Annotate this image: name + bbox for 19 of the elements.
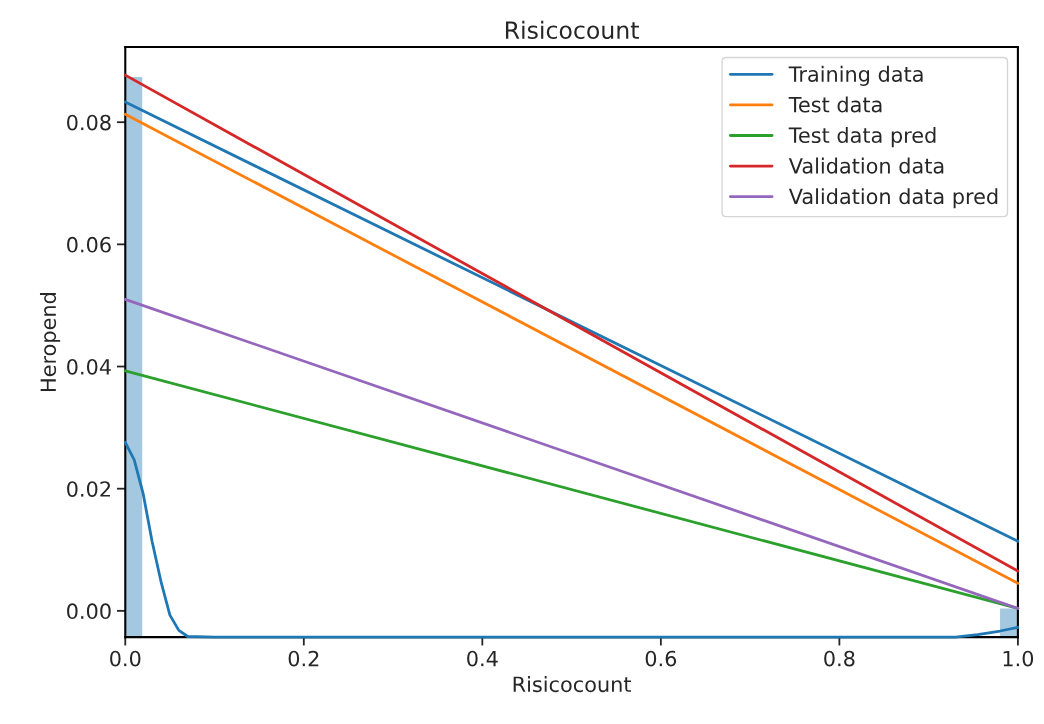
y-tick-label: 0.06	[67, 236, 111, 253]
y-tick-label: 0.04	[67, 358, 111, 375]
legend-label: Training data	[788, 65, 923, 86]
legend-label: Validation data	[788, 157, 944, 174]
x-tick-label: 0.0	[110, 650, 141, 667]
x-tick-label: 0.2	[288, 650, 319, 667]
y-axis-title: Heropend	[39, 293, 61, 391]
y-tick-label: 0.00	[67, 603, 111, 620]
x-axis-title: Risicocount	[513, 676, 632, 693]
legend-label: Test data pred	[788, 126, 936, 148]
x-tick-label: 1.0	[1003, 650, 1034, 667]
y-tick-label: 0.08	[67, 114, 111, 131]
x-tick-label: 0.8	[824, 650, 855, 667]
y-tick-label: 0.02	[67, 481, 110, 497]
legend-label: Validation data pred	[788, 188, 998, 209]
x-tick-label: 0.6	[645, 650, 677, 667]
x-tick-label: 0.4	[467, 650, 498, 667]
chart-title: Risicocount	[505, 20, 639, 40]
legend-label: Test data	[788, 96, 882, 113]
